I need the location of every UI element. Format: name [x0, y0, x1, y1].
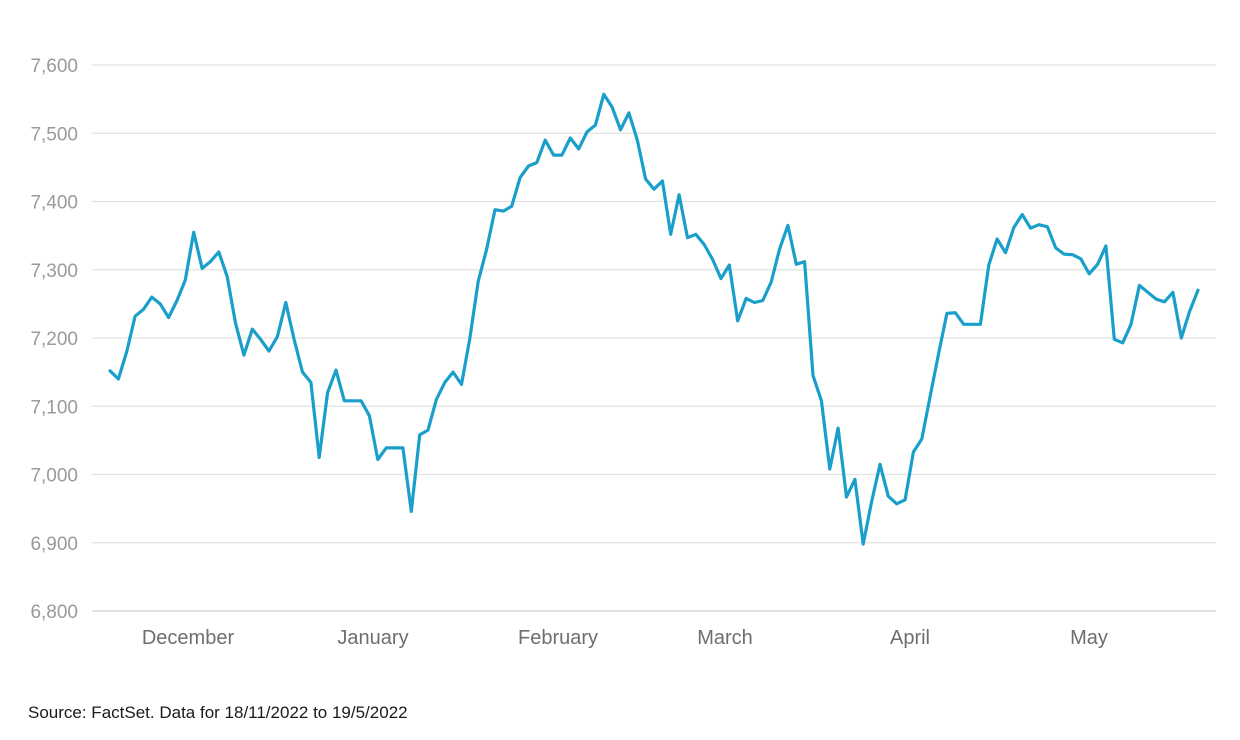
y-tick-label: 7,500 [30, 124, 78, 145]
y-tick-label: 7,200 [30, 329, 78, 350]
x-tick-label-february: February [518, 627, 598, 649]
x-tick-label-april: April [890, 627, 930, 649]
y-tick-label: 6,900 [30, 534, 78, 555]
x-tick-label-march: March [697, 627, 753, 649]
y-tick-label: 6,800 [30, 602, 78, 623]
series-line [108, 92, 1200, 546]
series [108, 92, 1200, 546]
y-axis-ticks: 6,800 6,900 7,000 7,100 7,200 7,300 7,400 7,500… [30, 56, 78, 623]
y-tick-label: 7,100 [30, 397, 78, 418]
x-tick-label-january: January [337, 627, 408, 649]
y-tick-label: 7,400 [30, 193, 78, 214]
x-axis-month-labels: December January February March April May [142, 627, 1108, 649]
y-tick-label: 7,600 [30, 56, 78, 77]
x-tick-label-december: December [142, 627, 235, 649]
gridlines [92, 64, 1216, 612]
y-tick-label: 7,000 [30, 466, 78, 487]
y-tick-label: 7,300 [30, 261, 78, 282]
source-note: Source: FactSet. Data for 18/11/2022 to … [28, 703, 408, 722]
x-tick-label-may: May [1070, 627, 1108, 649]
